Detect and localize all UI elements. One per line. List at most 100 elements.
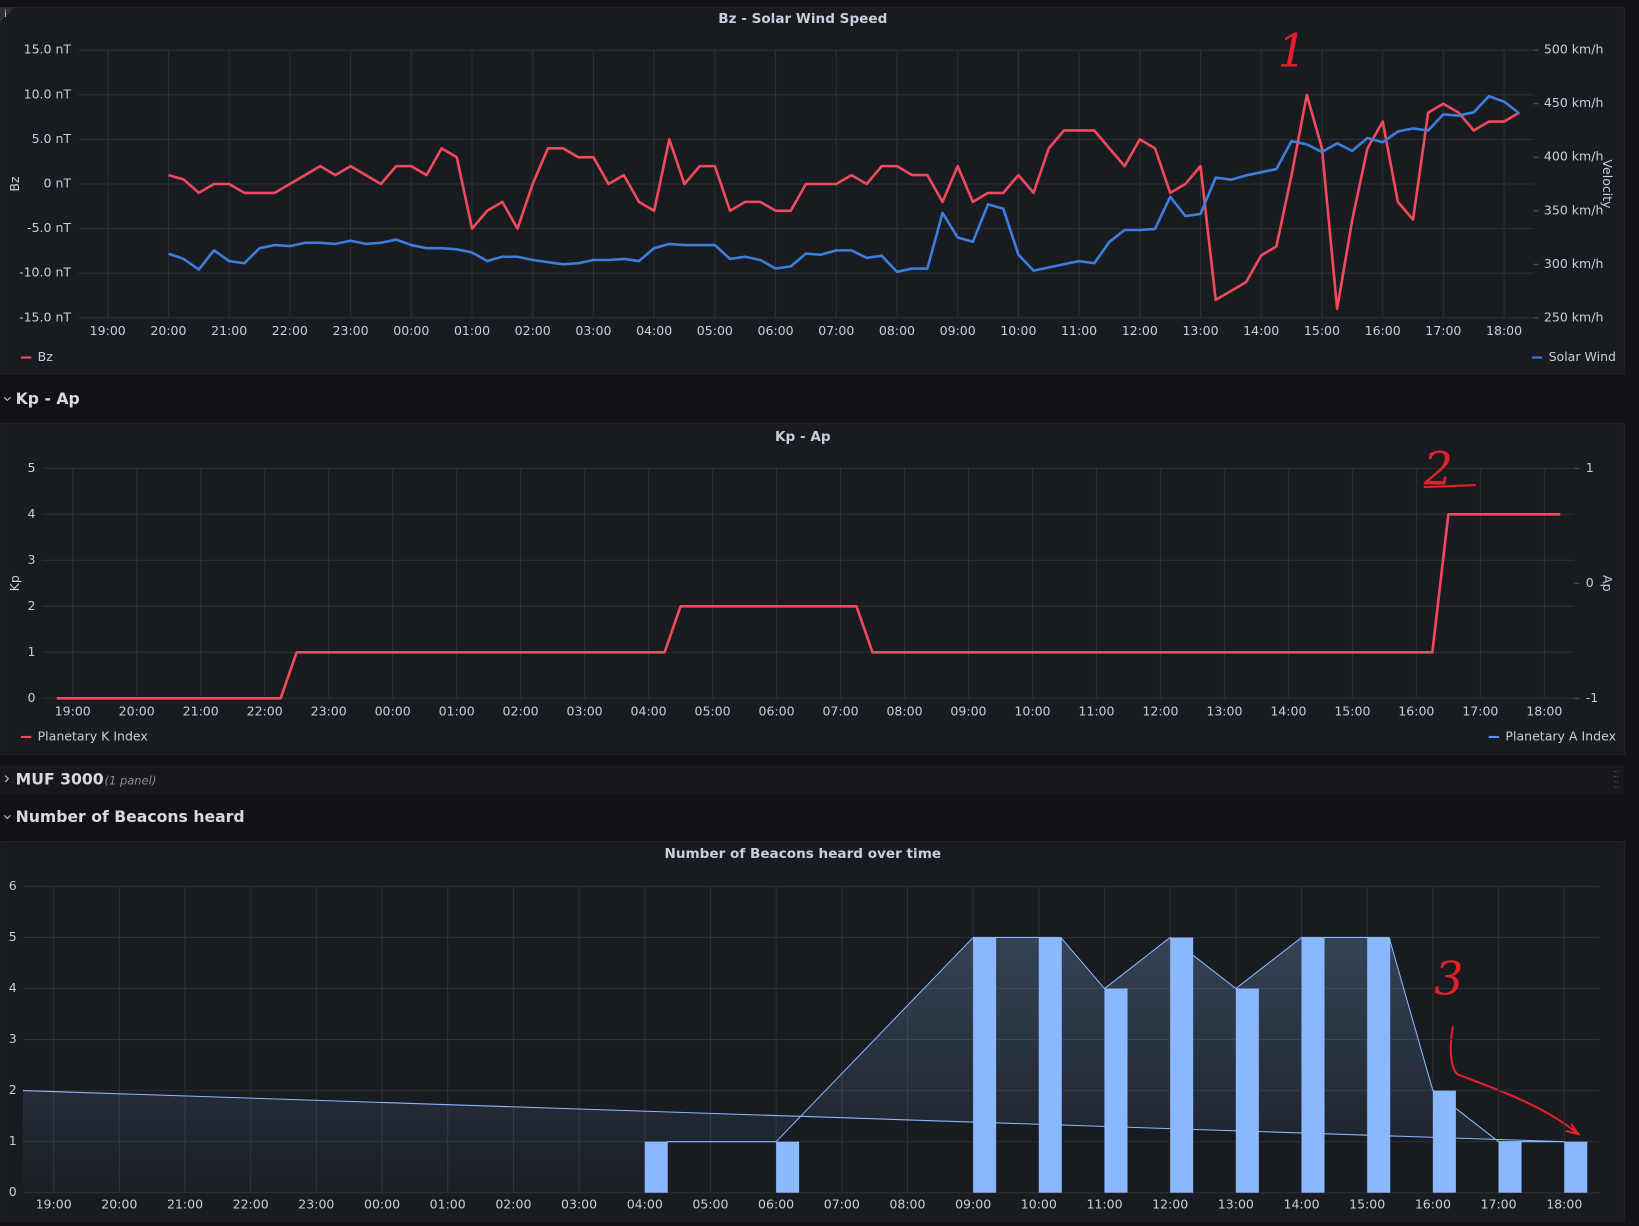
- x-tick-label: 12:00: [1152, 1197, 1188, 1212]
- y-tick-label: 3: [9, 1031, 17, 1046]
- y-tick-label: -5.0 nT: [27, 220, 71, 235]
- y-tick-label: 0: [28, 690, 36, 705]
- line: [56, 513, 1561, 700]
- x-tick-label: 18:00: [1526, 703, 1562, 718]
- x-tick-label: 23:00: [298, 1197, 334, 1212]
- legend-label[interactable]: Planetary K Index: [38, 728, 148, 743]
- bar: [1498, 1141, 1522, 1193]
- x-tick-label: 06:00: [757, 323, 793, 338]
- y-tick-label: 0 nT: [44, 176, 72, 191]
- x-tick-label: 17:00: [1481, 1197, 1517, 1212]
- annotation-underline: [1423, 483, 1476, 489]
- y-tick-label: 2: [9, 1082, 17, 1097]
- x-tick-label: 23:00: [311, 703, 347, 718]
- x-tick-label: 05:00: [694, 703, 730, 718]
- annotation: 1: [1277, 23, 1306, 77]
- x-tick-label: 07:00: [818, 323, 854, 338]
- x-tick-label: 19:00: [90, 323, 126, 338]
- collapsed-row[interactable]: [0, 765, 1625, 795]
- x-tick-label: 04:00: [636, 323, 672, 338]
- chart-title: Bz - Solar Wind Speed: [718, 11, 887, 27]
- y2-axis-label: Velocity: [1600, 159, 1615, 209]
- x-tick-label: 20:00: [101, 1197, 137, 1212]
- x-tick-label: 17:00: [1462, 703, 1498, 718]
- y-tick-label: -10.0 nT: [19, 265, 71, 280]
- line: [168, 94, 1521, 274]
- y2-tick-label: 250 km/h: [1544, 309, 1604, 324]
- x-tick-label: 22:00: [272, 323, 308, 338]
- bar: [776, 1141, 800, 1193]
- x-tick-label: 14:00: [1243, 323, 1279, 338]
- x-tick-label: 06:00: [758, 703, 794, 718]
- x-tick-label: 22:00: [247, 703, 283, 718]
- chevron[interactable]: [3, 396, 11, 402]
- chart-title: Number of Beacons heard over time: [664, 846, 941, 862]
- y-tick-label: 3: [28, 552, 36, 567]
- x-tick-label: 14:00: [1270, 703, 1306, 718]
- info-corner: [0, 7, 15, 22]
- annotation: 3: [1434, 952, 1463, 1006]
- x-tick-label: 20:00: [119, 703, 155, 718]
- x-tick-label: 13:00: [1218, 1197, 1254, 1212]
- x-tick-label: 12:00: [1142, 703, 1178, 718]
- legend-label[interactable]: Planetary A Index: [1505, 728, 1616, 743]
- line: [168, 93, 1520, 311]
- y2-tick-label: 0: [1586, 575, 1594, 590]
- x-tick-label: 03:00: [575, 323, 611, 338]
- x-tick-label: 16:00: [1365, 323, 1401, 338]
- y-tick-label: -15.0 nT: [19, 309, 71, 324]
- x-tick-label: 14:00: [1283, 1197, 1319, 1212]
- row-title[interactable]: Kp - Ap: [16, 389, 80, 408]
- chevron[interactable]: [4, 775, 10, 783]
- chevron[interactable]: [3, 814, 11, 820]
- y2-tick-label: 1: [1586, 460, 1594, 475]
- x-tick-label: 23:00: [333, 323, 369, 338]
- x-tick-label: 07:00: [824, 1197, 860, 1212]
- annotation: 2: [1423, 442, 1453, 496]
- bar: [1564, 1141, 1588, 1193]
- x-tick-label: 11:00: [1061, 323, 1097, 338]
- x-tick-label: 02:00: [495, 1197, 531, 1212]
- x-tick-label: 00:00: [364, 1197, 400, 1212]
- x-tick-label: 06:00: [758, 1197, 794, 1212]
- x-tick-label: 10:00: [1014, 703, 1050, 718]
- y-tick-label: 1: [9, 1133, 17, 1148]
- x-tick-label: 16:00: [1415, 1197, 1451, 1212]
- x-tick-label: 01:00: [454, 323, 490, 338]
- y-tick-label: 5: [9, 929, 17, 944]
- y-tick-label: 1: [28, 644, 36, 659]
- legend-label[interactable]: Bz: [38, 349, 54, 364]
- x-tick-label: 11:00: [1086, 1197, 1122, 1212]
- x-tick-label: 15:00: [1304, 323, 1340, 338]
- x-tick-label: 19:00: [36, 1197, 72, 1212]
- x-tick-label: 12:00: [1122, 323, 1158, 338]
- x-tick-label: 08:00: [889, 1197, 925, 1212]
- x-tick-label: 00:00: [375, 703, 411, 718]
- x-tick-label: 22:00: [233, 1197, 269, 1212]
- x-tick-label: 09:00: [940, 323, 976, 338]
- y-tick-label: 10.0 nT: [24, 86, 72, 101]
- y-tick-label: 4: [28, 506, 36, 521]
- y-tick-label: 2: [28, 598, 36, 613]
- y2-tick-label: 300 km/h: [1544, 256, 1604, 271]
- y-tick-label: 6: [9, 878, 17, 893]
- x-tick-label: 09:00: [955, 1197, 991, 1212]
- row-title[interactable]: Number of Beacons heard: [16, 807, 245, 826]
- x-tick-label: 21:00: [167, 1197, 203, 1212]
- x-tick-label: 08:00: [886, 703, 922, 718]
- y2-tick-label: -1: [1586, 690, 1599, 705]
- info-icon[interactable]: i: [4, 9, 7, 20]
- x-tick-label: 18:00: [1546, 1197, 1582, 1212]
- y2-axis-label: Ap: [1600, 575, 1615, 592]
- y2-tick-label: 350 km/h: [1544, 202, 1604, 217]
- y-axis-label: Kp: [7, 575, 22, 591]
- y-tick-label: 15.0 nT: [24, 42, 72, 57]
- panel: [0, 6, 1625, 375]
- x-tick-label: 21:00: [183, 703, 219, 718]
- row-title[interactable]: MUF 3000: [16, 769, 104, 788]
- x-tick-label: 02:00: [515, 323, 551, 338]
- legend-label[interactable]: Solar Wind: [1549, 349, 1616, 364]
- x-tick-label: 07:00: [822, 703, 858, 718]
